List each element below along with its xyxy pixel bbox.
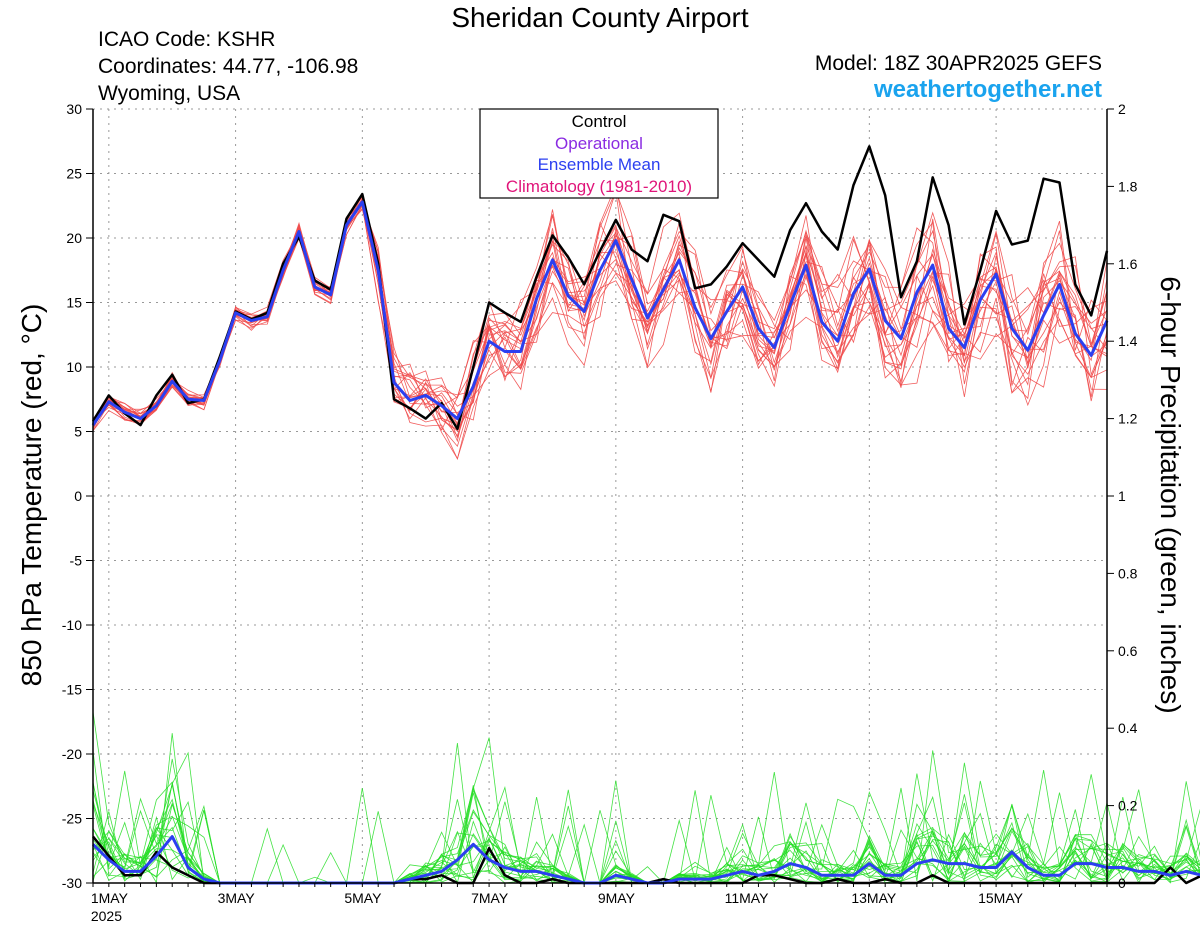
- website-link[interactable]: weathertogether.net: [873, 76, 1102, 103]
- icao-code: ICAO Code: KSHR: [98, 28, 276, 51]
- precipitation-member-line: [92, 770, 1200, 884]
- y-tick-label-right: 0.8: [1118, 565, 1138, 581]
- x-tick-label: 9MAY: [598, 890, 636, 906]
- y-tick-label-right: 1.2: [1118, 411, 1138, 427]
- x-tick-label: 15MAY: [978, 890, 1024, 906]
- coordinates: Coordinates: 44.77, -106.98: [98, 55, 359, 78]
- legend-operational: Operational: [555, 134, 643, 153]
- y-tick-label-left: -15: [62, 682, 82, 698]
- x-tick-year: 2025: [91, 908, 122, 924]
- main-series-lines: [91, 145, 1200, 885]
- x-tick-label: 1MAY: [91, 890, 129, 906]
- y-tick-label-right: 0.6: [1118, 643, 1138, 659]
- y-tick-label-left: 0: [74, 488, 82, 504]
- y-tick-label-left: -5: [70, 553, 83, 569]
- y-axis-left-label: 850 hPa Temperature (red, °C): [16, 303, 47, 687]
- region: Wyoming, USA: [98, 82, 241, 105]
- temperature-member-lines: [92, 184, 1108, 460]
- x-tick-label: 5MAY: [344, 890, 382, 906]
- y-tick-label-left: -25: [62, 811, 82, 827]
- temperature-member-line: [92, 204, 1108, 431]
- control-temperature-line: [91, 145, 1109, 431]
- legend-ensemble-mean: Ensemble Mean: [538, 155, 661, 174]
- legend-climatology: Climatology (1981-2010): [506, 177, 692, 196]
- y-tick-label-left: 15: [66, 295, 82, 311]
- y-tick-label-right: 2: [1118, 101, 1126, 117]
- legend-control: Control: [572, 112, 627, 131]
- precipitation-member-line: [92, 772, 1200, 884]
- x-tick-label: 7MAY: [471, 890, 509, 906]
- y-tick-label-right: 0: [1118, 875, 1126, 891]
- ensemble-mean-temperature-line: [91, 200, 1109, 426]
- x-tick-label: 3MAY: [218, 890, 256, 906]
- y-tick-label-right: 1.6: [1118, 256, 1138, 272]
- y-tick-label-right: 1: [1118, 488, 1126, 504]
- legend-box: Control Operational Ensemble Mean Climat…: [479, 108, 719, 199]
- y-axis-right-label: 6-hour Precipitation (green, inches): [1155, 276, 1186, 714]
- tick-labels: 302520151050-5-10-15-20-25-3021.81.61.41…: [62, 101, 1138, 924]
- model-info: Model: 18Z 30APR2025 GEFS: [814, 52, 1102, 75]
- x-tick-label: 13MAY: [851, 890, 897, 906]
- chart-title: Sheridan County Airport: [451, 2, 749, 33]
- y-tick-label-right: 1.4: [1118, 333, 1138, 349]
- precipitation-member-lines: [92, 711, 1200, 885]
- y-tick-label-left: -30: [62, 875, 82, 891]
- y-tick-label-right: 1.8: [1118, 178, 1138, 194]
- axes: [86, 108, 1114, 887]
- y-tick-label-left: 10: [66, 359, 82, 375]
- y-tick-label-left: 5: [74, 424, 82, 440]
- y-tick-label-left: -20: [62, 746, 82, 762]
- y-tick-label-right: 0.2: [1118, 798, 1138, 814]
- y-tick-label-left: 30: [66, 101, 82, 117]
- y-tick-label-right: 0.4: [1118, 720, 1138, 736]
- y-tick-label-left: -10: [62, 617, 82, 633]
- y-tick-label-left: 20: [66, 230, 82, 246]
- temperature-member-line: [92, 203, 1108, 439]
- y-tick-label-left: 25: [66, 166, 82, 182]
- x-tick-label: 11MAY: [725, 890, 769, 906]
